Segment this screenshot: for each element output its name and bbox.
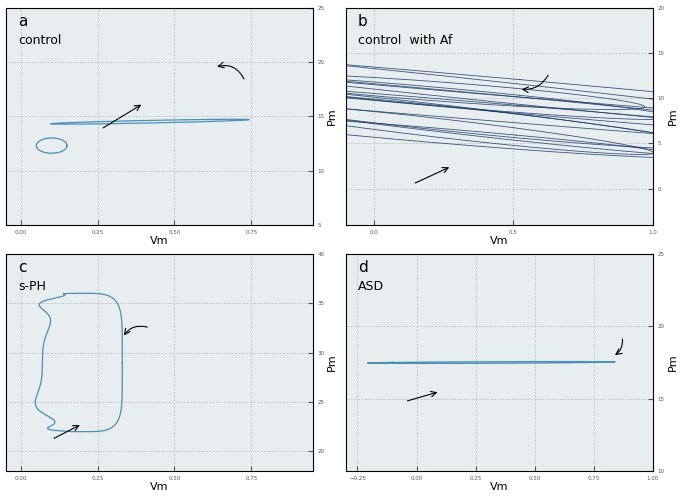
Y-axis label: Pm: Pm — [327, 108, 337, 125]
Text: c: c — [18, 260, 27, 275]
Y-axis label: Pm: Pm — [667, 354, 678, 372]
Text: control: control — [18, 34, 61, 47]
X-axis label: Vm: Vm — [150, 236, 169, 246]
X-axis label: Vm: Vm — [490, 236, 508, 246]
Text: d: d — [358, 260, 367, 275]
X-axis label: Vm: Vm — [150, 483, 169, 493]
Text: b: b — [358, 14, 367, 29]
Text: ASD: ASD — [358, 280, 384, 293]
Text: a: a — [18, 14, 27, 29]
Y-axis label: Pm: Pm — [327, 354, 337, 372]
Y-axis label: Pm: Pm — [667, 108, 678, 125]
Text: control  with Af: control with Af — [358, 34, 452, 47]
Text: s-PH: s-PH — [18, 280, 46, 293]
X-axis label: Vm: Vm — [490, 483, 508, 493]
